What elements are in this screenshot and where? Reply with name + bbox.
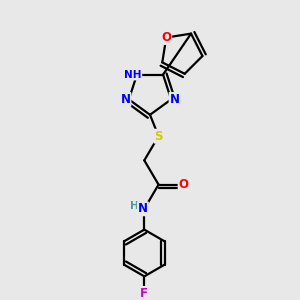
Text: N: N (120, 93, 130, 106)
Text: N: N (169, 93, 180, 106)
Text: H: H (130, 201, 139, 211)
Text: O: O (161, 31, 171, 44)
Text: N: N (138, 202, 148, 215)
Text: S: S (154, 130, 163, 143)
Text: F: F (140, 287, 148, 300)
Text: NH: NH (124, 70, 141, 80)
Text: O: O (178, 178, 189, 191)
